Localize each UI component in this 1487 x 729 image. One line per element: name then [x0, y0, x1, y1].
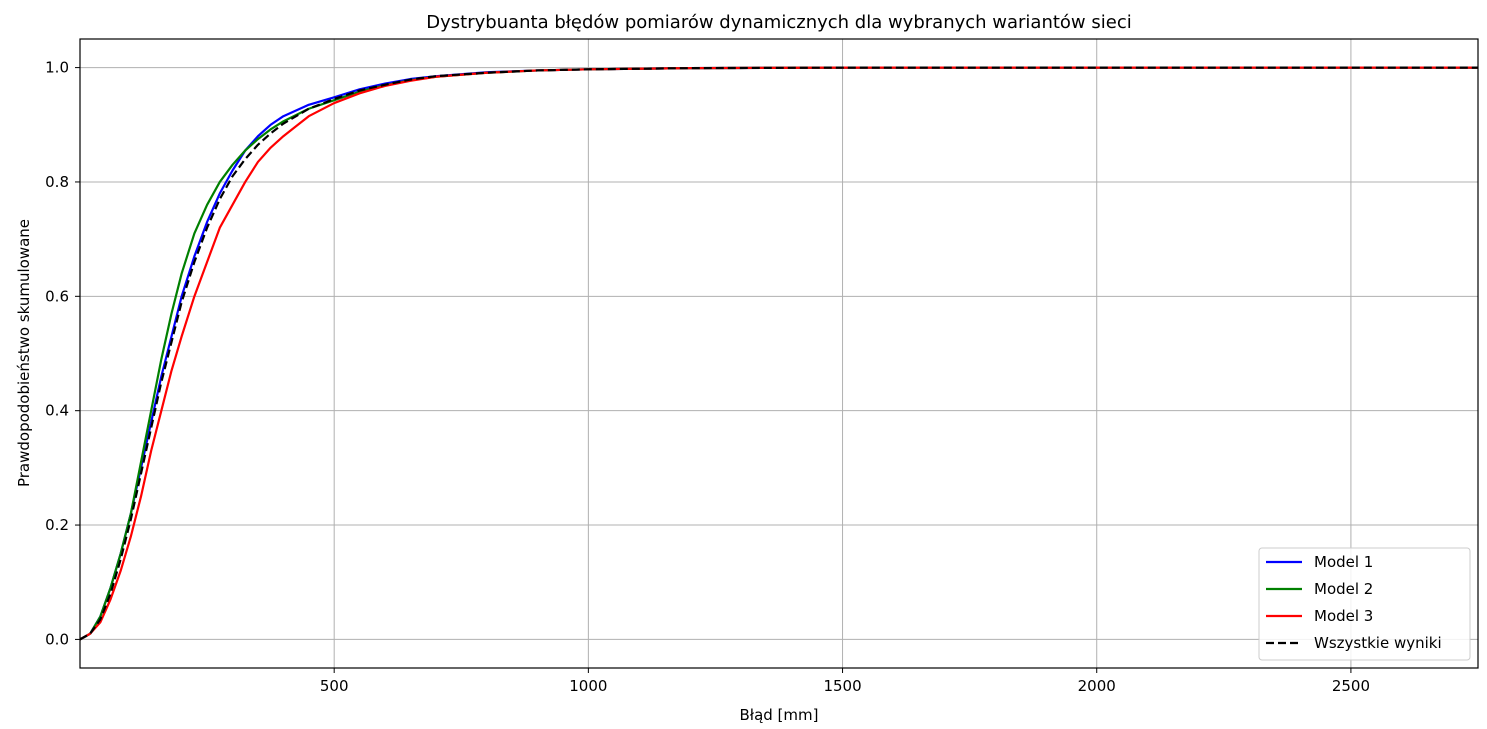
series-layer — [80, 66, 1478, 641]
series-line-4 — [80, 66, 1478, 641]
x-tick-label: 2000 — [1078, 677, 1116, 695]
series-line-3 — [80, 66, 1478, 641]
legend-label: Model 3 — [1314, 607, 1373, 625]
plot-frame — [79, 38, 1479, 669]
chart-title: Dystrybuanta błędów pomiarów dynamicznyc… — [426, 12, 1131, 33]
y-tick-label: 0.6 — [45, 287, 69, 305]
y-tick-label: 0.8 — [45, 173, 69, 191]
legend-label: Model 2 — [1314, 580, 1373, 598]
x-tick-label: 1500 — [823, 677, 861, 695]
legend-label: Wszystkie wyniki — [1314, 634, 1442, 652]
y-tick-label: 0.2 — [45, 516, 69, 534]
y-axis-ticks: 0.0 0.2 0.4 0.6 0.8 1.0 — [45, 59, 80, 648]
grid — [80, 39, 1478, 668]
y-axis-label: Prawdopodobieństwo skumulowane — [15, 219, 33, 487]
legend-box — [1258, 547, 1471, 661]
y-tick-label: 0.0 — [45, 630, 69, 648]
legend-label: Model 1 — [1314, 553, 1373, 571]
x-tick-label: 500 — [320, 677, 349, 695]
y-tick-label: 1.0 — [45, 59, 69, 77]
legend: Model 1 Model 2 Model 3 Wszystkie wyniki — [1258, 547, 1471, 661]
x-tick-label: 1000 — [569, 677, 607, 695]
x-axis-label: Błąd [mm] — [740, 706, 819, 724]
y-tick-label: 0.4 — [45, 402, 69, 420]
x-tick-label: 2500 — [1332, 677, 1370, 695]
x-axis-ticks: 500 1000 1500 2000 2500 — [320, 668, 1370, 695]
